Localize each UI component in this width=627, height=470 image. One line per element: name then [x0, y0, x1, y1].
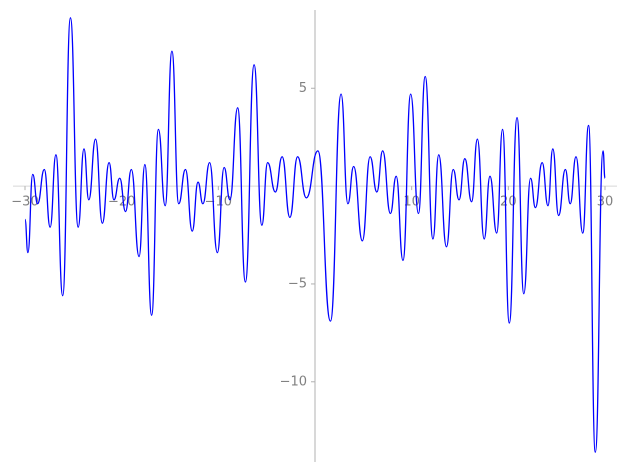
x-tick-label: −10: [205, 195, 232, 210]
x-tick-label: −30: [11, 195, 38, 210]
line-series: [24, 17, 606, 453]
y-tick-label: −5: [288, 276, 307, 291]
y-tick-label: −10: [280, 374, 307, 389]
x-tick-label: 20: [500, 195, 517, 210]
x-tick-label: −20: [108, 195, 135, 210]
y-tick-label: 5: [299, 81, 307, 96]
x-tick-label: 30: [597, 195, 614, 210]
